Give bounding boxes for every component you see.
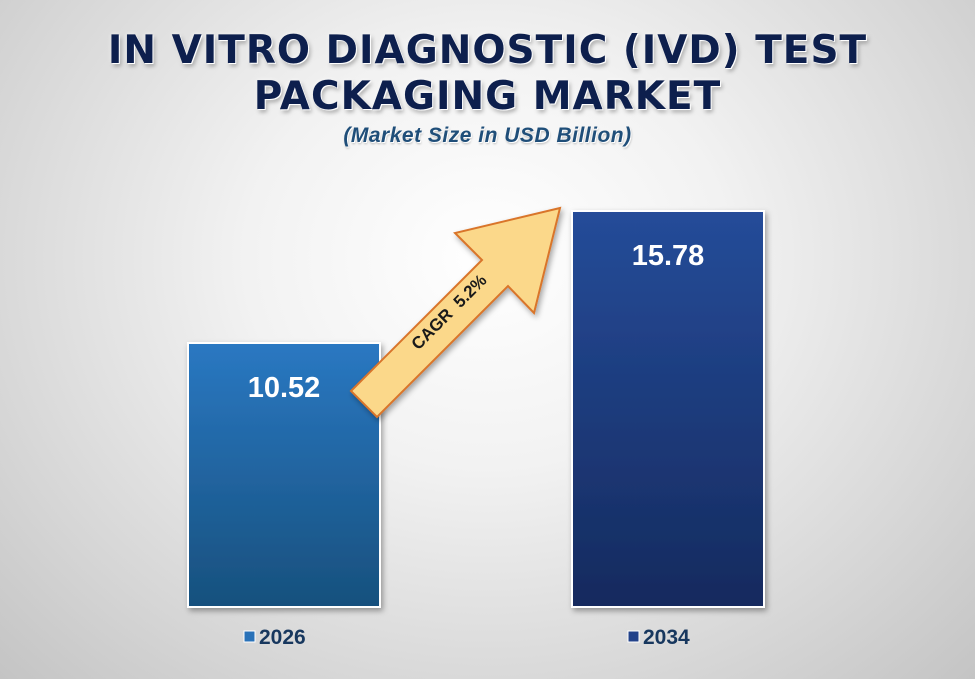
- bar-2034: [571, 210, 765, 608]
- legend-swatch-2034: [627, 630, 640, 643]
- chart-subtitle: (Market Size in USD Billion): [343, 124, 632, 147]
- legend-label-2026: 2026: [259, 626, 306, 649]
- cagr-arrow: CAGR 5.2%: [349, 206, 562, 419]
- legend-label-2034: 2034: [643, 626, 690, 649]
- legend-swatch-2026: [243, 630, 256, 643]
- cagr-arrow-shape: [349, 206, 562, 419]
- bar-2026: [187, 342, 381, 608]
- data-label-2034: 15.78: [632, 240, 705, 272]
- data-label-2026: 10.52: [248, 372, 321, 404]
- chart-title: IN VITRO DIAGNOSTIC (IVD) TEST PACKAGING…: [107, 28, 868, 119]
